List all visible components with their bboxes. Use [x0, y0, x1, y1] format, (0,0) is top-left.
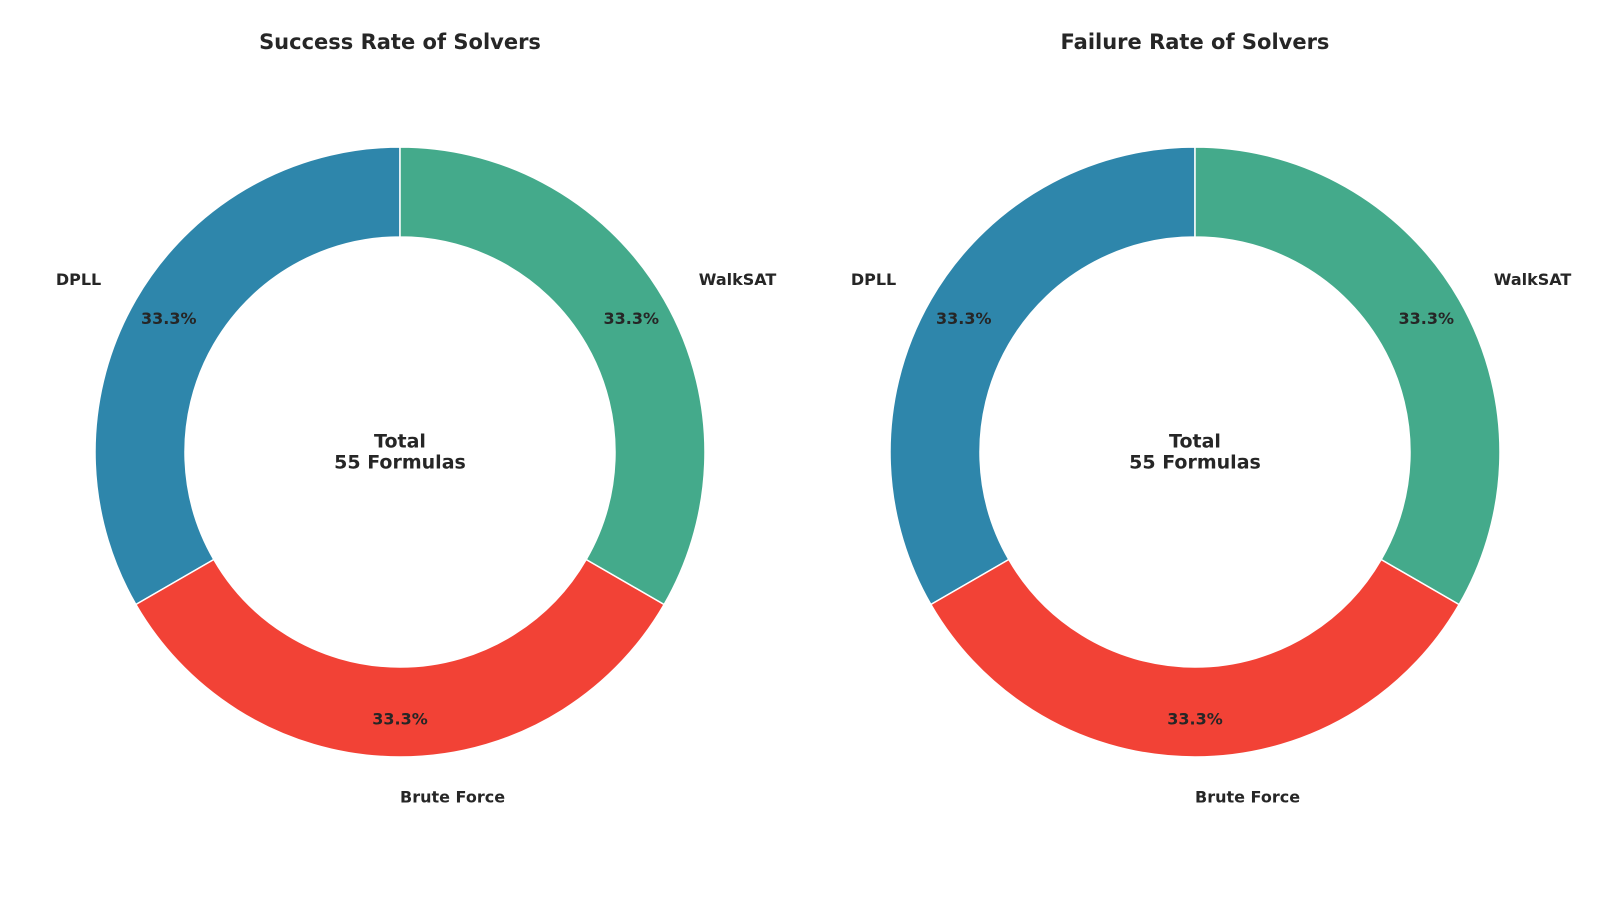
slice-brute-force: [929, 558, 1461, 758]
chart-title: Success Rate of Solvers: [259, 30, 541, 54]
center-text-line-2: 55 Formulas: [334, 452, 466, 474]
percent-label-dpll: 33.3%: [141, 309, 197, 328]
center-text-line-1: Total: [374, 431, 426, 453]
slice-dpll: [94, 146, 401, 606]
donut-chart-2: 33.3% DPLL 33.3% Brute Force 33.3% WalkSAT Fai…: [851, 30, 1572, 807]
category-label-brute-force: Brute Force: [400, 788, 505, 807]
category-label-dpll: DPLL: [851, 270, 896, 289]
percent-label-dpll: 33.3%: [936, 309, 992, 328]
center-text-line-1: Total: [1169, 431, 1221, 453]
percent-label-walksat: 33.3%: [1398, 309, 1454, 328]
center-text-line-2: 55 Formulas: [1129, 452, 1261, 474]
slice-dpll: [889, 146, 1196, 606]
category-label-brute-force: Brute Force: [1195, 788, 1300, 807]
slice-brute-force: [134, 558, 666, 758]
slice-walksat: [1194, 146, 1501, 606]
chart-title: Failure Rate of Solvers: [1061, 30, 1330, 54]
percent-label-brute-force: 33.3%: [1167, 710, 1223, 729]
category-label-walksat: WalkSAT: [699, 270, 777, 289]
donut-chart-1: 33.3% DPLL 33.3% Brute Force 33.3% WalkSAT Suc…: [56, 30, 777, 807]
percent-label-brute-force: 33.3%: [372, 710, 428, 729]
percent-label-walksat: 33.3%: [603, 309, 659, 328]
category-label-dpll: DPLL: [56, 270, 101, 289]
category-label-walksat: WalkSAT: [1494, 270, 1572, 289]
slice-walksat: [399, 146, 706, 606]
